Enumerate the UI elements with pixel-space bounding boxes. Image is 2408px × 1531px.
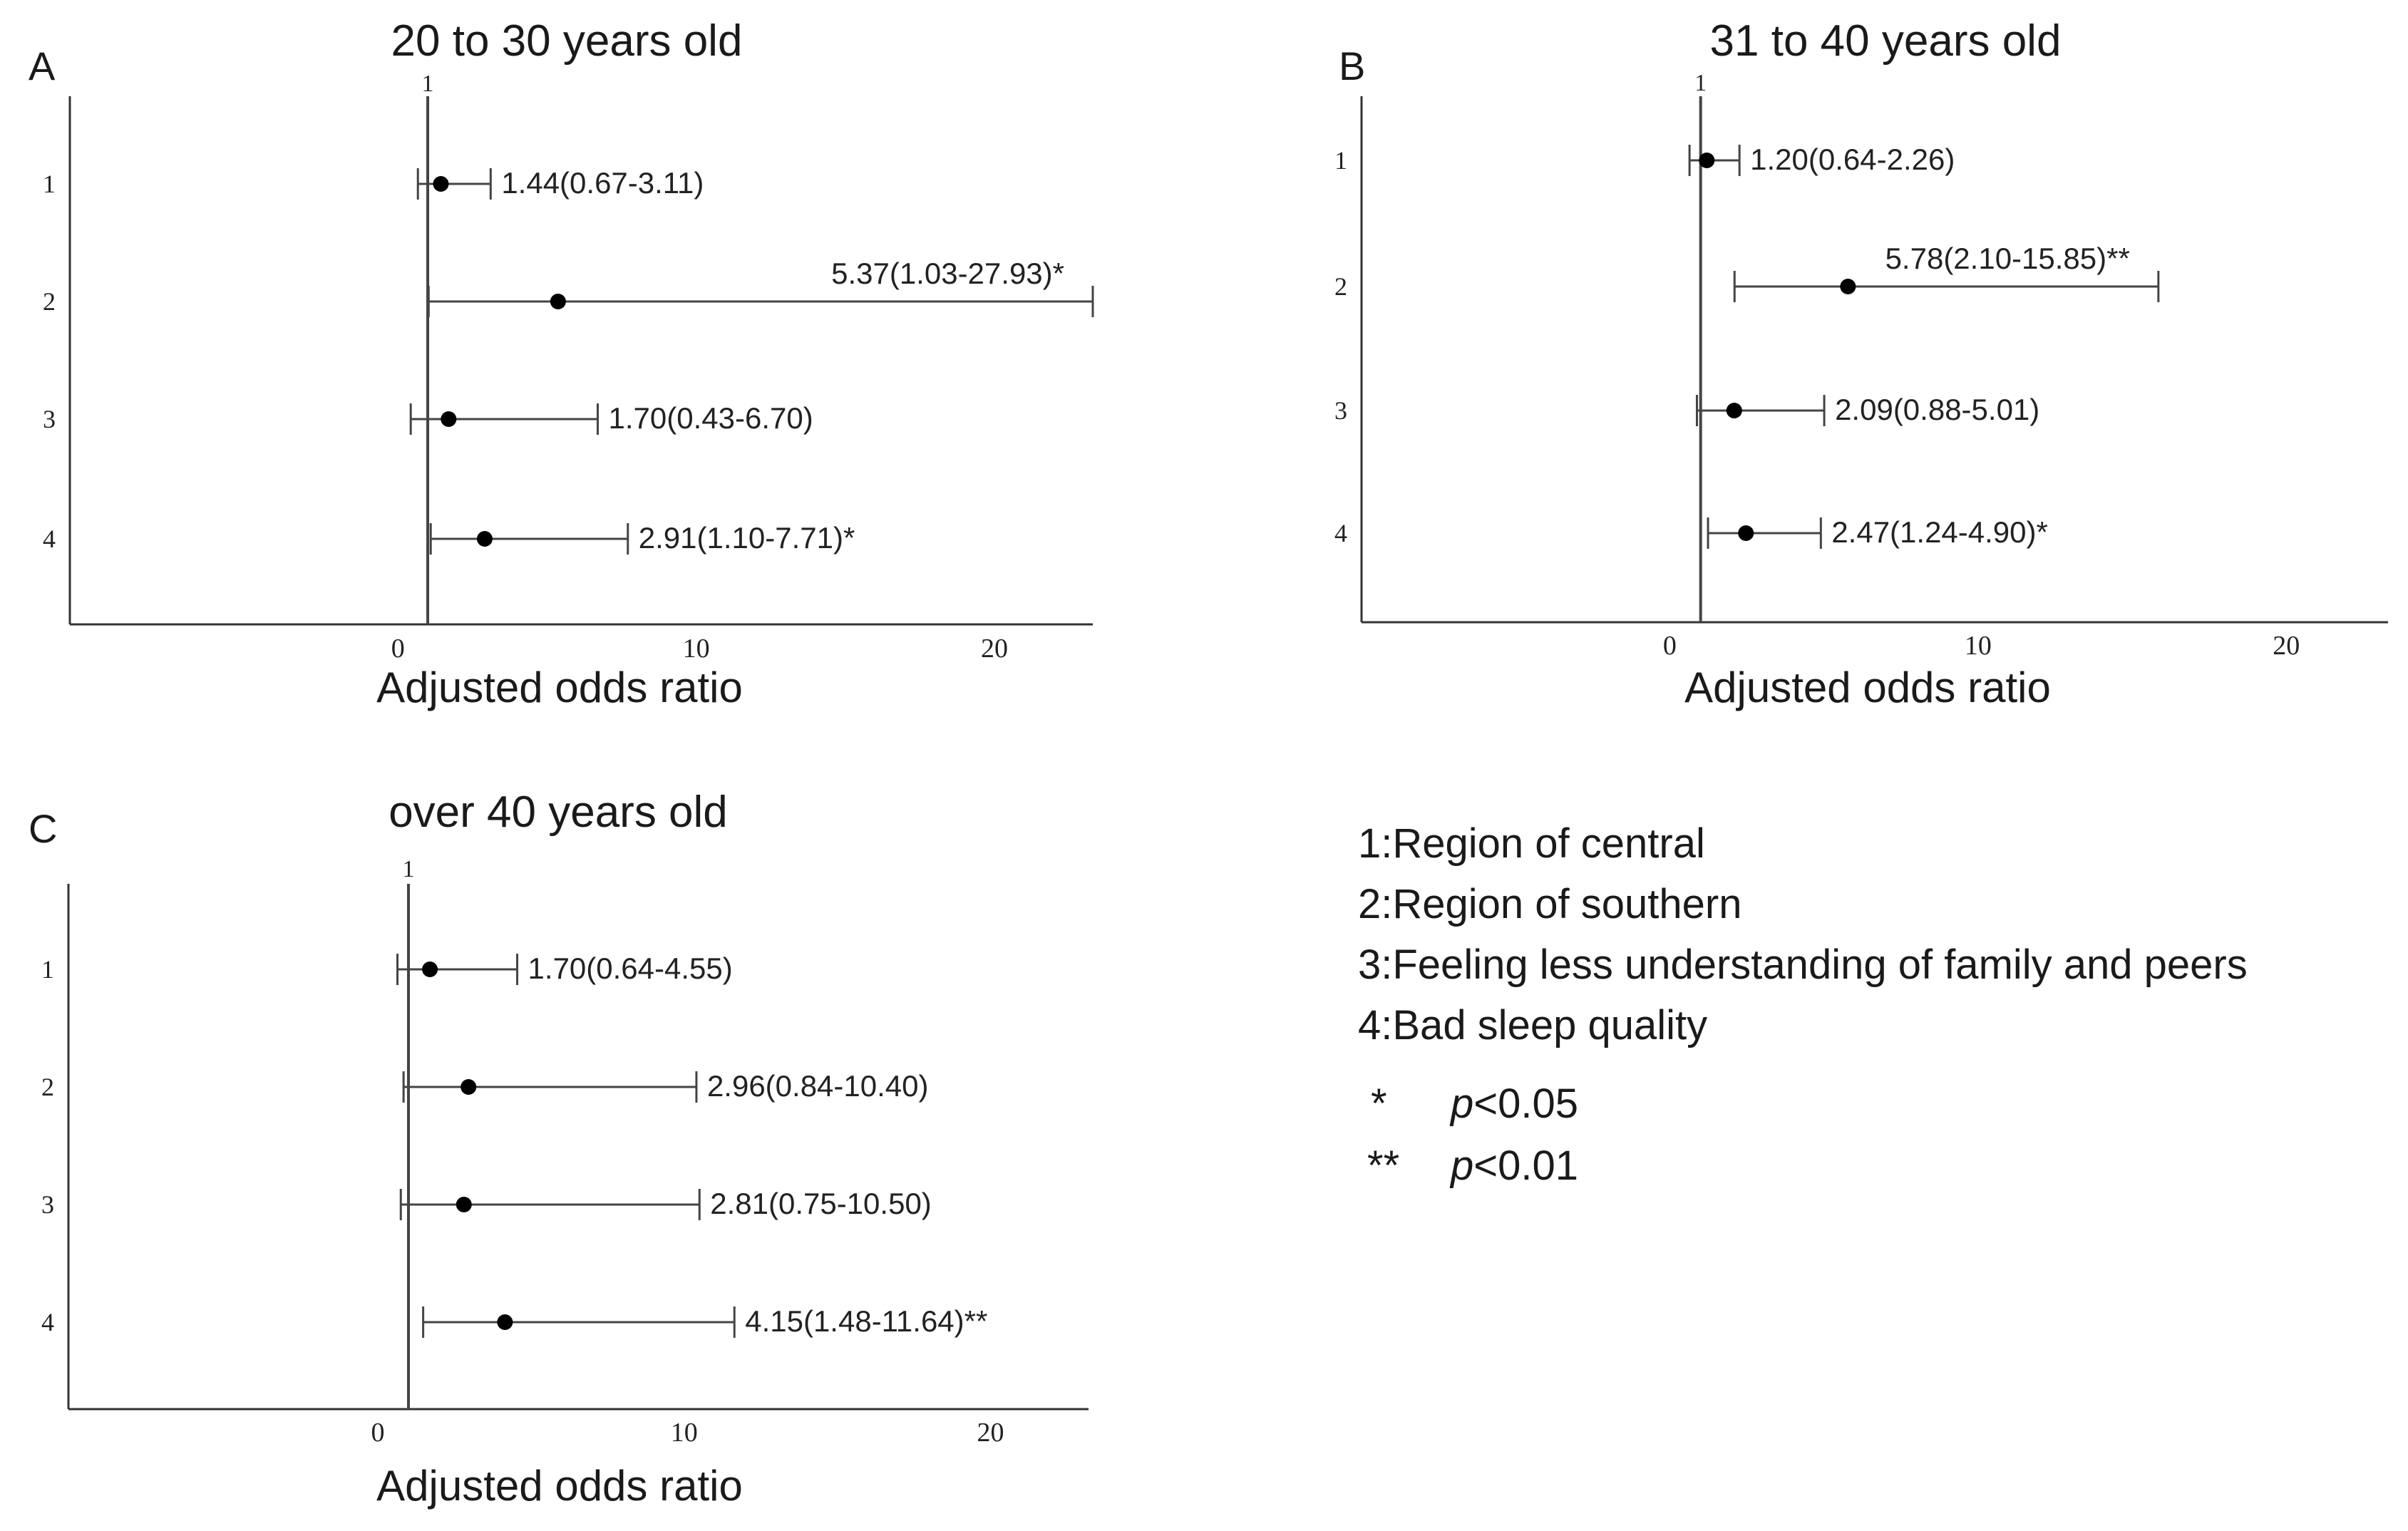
panel-c-value-label-3: 2.81(0.75-10.50): [710, 1187, 932, 1220]
panel-b-x-label: Adjusted odds ratio: [1684, 664, 2051, 711]
panel-c: C over 40 years old 0 10 20 1 1 1.70(0.64-4.5…: [29, 788, 1089, 1510]
panel-letter-a: A: [29, 43, 56, 88]
panel-b-value-label-4: 2.47(1.24-4.90)*: [1831, 515, 2048, 549]
panel-b-point-3: [1726, 403, 1742, 418]
panel-c-x-tick-0: 0: [371, 1418, 385, 1448]
significance-p-1: p: [1449, 1081, 1473, 1127]
panel-a-value-label-2: 5.37(1.03-27.93)*: [831, 257, 1064, 290]
panel-c-x-tick-10: 10: [671, 1418, 698, 1448]
legend-item-4: 4:Bad sleep quality: [1358, 1002, 1707, 1048]
panel-b-marks: 0 10 20 1 1 1.20(0.64-2.26) 2 5.78(2.10-15.85)*…: [1334, 70, 2300, 661]
panel-b-value-label-1: 1.20(0.64-2.26): [1750, 143, 1955, 176]
panel-b-category-4: 4: [1334, 519, 1347, 547]
significance-threshold-1: <0.05: [1473, 1081, 1578, 1127]
significance-stars-1: *: [1371, 1081, 1387, 1127]
legend-item-2: 2:Region of southern: [1358, 881, 1741, 927]
panel-a-x-tick-0: 0: [391, 634, 405, 664]
panel-a-point-3: [441, 411, 457, 427]
panel-a-category-1: 1: [43, 170, 56, 198]
panel-a-point-4: [476, 531, 493, 547]
panel-b-point-4: [1738, 525, 1754, 541]
panel-b-category-3: 3: [1334, 396, 1347, 425]
panel-c-point-2: [460, 1079, 477, 1095]
panel-c-title: over 40 years old: [389, 788, 728, 837]
panel-a-title: 20 to 30 years old: [391, 16, 743, 66]
significance-threshold-2: <0.01: [1473, 1143, 1578, 1189]
panel-b-point-1: [1699, 153, 1715, 168]
panel-c-value-label-1: 1.70(0.64-4.55): [528, 952, 733, 985]
panel-letter-c: C: [29, 806, 57, 851]
panel-b-category-2: 2: [1334, 272, 1347, 301]
panel-a-point-2: [550, 294, 566, 309]
panel-c-category-3: 3: [41, 1190, 54, 1219]
svg-text:p<0.01: p<0.01: [1449, 1143, 1578, 1189]
significance-note-1: * p<0.05: [1371, 1081, 1578, 1127]
panel-c-point-1: [422, 962, 438, 977]
panel-a-value-label-4: 2.91(1.10-7.71)*: [639, 521, 855, 555]
panel-a: A 20 to 30 years old 0 10 20 1 1 1.44(0.67-3.…: [29, 16, 1094, 711]
panel-a-category-4: 4: [43, 525, 56, 553]
panel-b-category-1: 1: [1334, 146, 1347, 175]
panel-c-x-tick-20: 20: [977, 1418, 1004, 1448]
panel-b-x-tick-10: 10: [1965, 631, 1992, 661]
panel-b-x-tick-0: 0: [1663, 631, 1677, 661]
significance-stars-2: **: [1367, 1143, 1399, 1189]
panel-c-x-label: Adjusted odds ratio: [376, 1462, 743, 1510]
legend-item-1: 1:Region of central: [1358, 820, 1705, 867]
panel-b-reference-label: 1: [1694, 70, 1707, 96]
panel-a-point-1: [433, 176, 449, 192]
panel-c-category-2: 2: [41, 1073, 54, 1101]
panel-c-value-label-2: 2.96(0.84-10.40): [707, 1069, 929, 1103]
panel-a-marks: 0 10 20 1 1 1.44(0.67-3.11) 2 5.37(1.03-27.93)*…: [43, 71, 1094, 664]
panel-a-x-label: Adjusted odds ratio: [376, 664, 743, 711]
panel-a-value-label-3: 1.70(0.43-6.70): [609, 401, 813, 435]
legend: 1:Region of central 2:Region of southern…: [1358, 820, 2248, 1189]
panel-a-x-tick-10: 10: [683, 634, 710, 664]
panel-b: B 31 to 40 years old 0 10 20 1 1 1.20(0.64-2.…: [1334, 16, 2388, 711]
panel-a-category-3: 3: [43, 405, 56, 433]
panel-a-value-label-1: 1.44(0.67-3.11): [501, 166, 704, 200]
panel-b-value-label-2: 5.78(2.10-15.85)**: [1885, 242, 2130, 275]
panel-c-category-4: 4: [41, 1308, 54, 1336]
svg-text:p<0.05: p<0.05: [1449, 1081, 1578, 1127]
panel-c-marks: 0 10 20 1 1 1.70(0.64-4.55) 2 2.96(0.84-10.40) 3…: [41, 856, 1004, 1448]
panel-c-reference-label: 1: [403, 856, 415, 882]
significance-note-2: ** p<0.01: [1367, 1143, 1578, 1189]
panel-c-category-1: 1: [41, 955, 54, 984]
significance-p-2: p: [1449, 1143, 1473, 1189]
panel-b-point-2: [1840, 279, 1856, 294]
panel-b-value-label-3: 2.09(0.88-5.01): [1835, 393, 2039, 426]
legend-item-3: 3:Feeling less understanding of family a…: [1358, 942, 2248, 988]
panel-b-title: 31 to 40 years old: [1710, 16, 2062, 66]
panel-c-point-4: [497, 1314, 513, 1330]
panel-a-x-tick-20: 20: [981, 634, 1008, 664]
panel-letter-b: B: [1339, 43, 1365, 88]
panel-b-x-tick-20: 20: [2273, 631, 2300, 661]
panel-a-category-2: 2: [43, 287, 56, 316]
panel-a-reference-label: 1: [422, 71, 434, 97]
panel-c-value-label-4: 4.15(1.48-11.64)**: [745, 1304, 987, 1338]
panel-c-point-3: [456, 1197, 472, 1212]
